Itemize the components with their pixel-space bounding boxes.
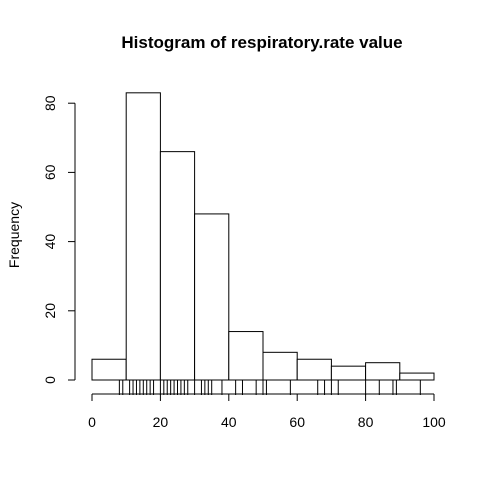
histogram-bar-8 <box>365 362 401 381</box>
histogram-bar-5 <box>262 351 298 381</box>
histogram-bar-2 <box>159 151 196 381</box>
histogram-bar-1 <box>125 92 161 381</box>
chart-title: Histogram of respiratory.rate value <box>121 33 402 52</box>
histogram-bar-6 <box>296 358 332 381</box>
x-tick-label-100: 100 <box>422 414 446 430</box>
x-tick-label-0: 0 <box>88 414 96 430</box>
x-tick-label-60: 60 <box>289 414 305 430</box>
bars-group <box>91 92 435 381</box>
y-tick-label-60: 60 <box>42 164 58 180</box>
x-tick-label-20: 20 <box>153 414 169 430</box>
y-axis-label: Frequency <box>6 202 22 268</box>
x-tick-label-80: 80 <box>358 414 374 430</box>
histogram-bar-7 <box>330 365 367 381</box>
x-tick-label-40: 40 <box>221 414 237 430</box>
y-tick-label-40: 40 <box>42 234 58 250</box>
histogram-bar-4 <box>228 331 264 381</box>
histogram-bar-3 <box>194 213 230 381</box>
histogram-bar-0 <box>91 358 127 381</box>
y-tick-label-0: 0 <box>42 376 58 384</box>
y-tick-label-80: 80 <box>42 95 58 111</box>
rug-group <box>118 380 421 395</box>
histogram-bar-9 <box>399 372 435 381</box>
y-tick-label-20: 20 <box>42 303 58 319</box>
y-axis: 0 20 40 60 80 <box>42 95 76 384</box>
x-axis: 0 20 40 60 80 100 <box>88 393 446 430</box>
